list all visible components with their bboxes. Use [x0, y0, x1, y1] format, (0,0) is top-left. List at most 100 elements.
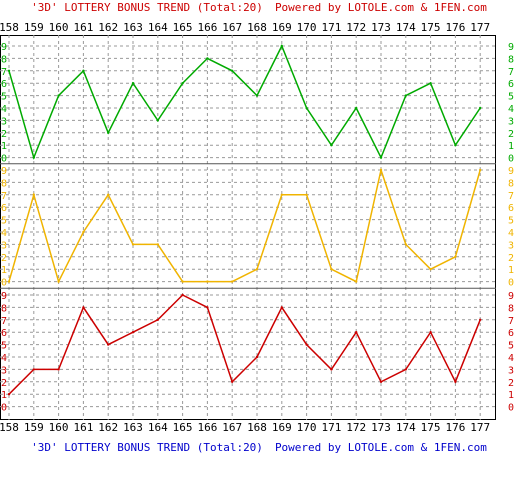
x-tick-label-top: 175	[421, 21, 441, 34]
data-point	[131, 331, 135, 334]
data-point	[305, 193, 308, 196]
data-point	[131, 82, 135, 85]
y-tick-label-left: 1	[1, 141, 7, 152]
chart-title-top: '3D' LOTTERY BONUS TREND (Total:20) Power…	[31, 1, 487, 14]
data-point	[231, 380, 234, 383]
y-tick-label-left: 7	[1, 67, 7, 78]
y-tick-label-right: 6	[508, 203, 514, 214]
y-tick-label-left: 4	[1, 104, 7, 115]
data-point	[280, 193, 283, 196]
data-point	[429, 268, 432, 271]
y-tick-label-left: 4	[1, 228, 7, 239]
y-tick-label-left: 6	[1, 328, 7, 339]
x-tick-label-bottom: 161	[73, 421, 93, 434]
data-point	[231, 280, 234, 283]
data-point	[305, 343, 308, 346]
y-tick-label-left: 4	[1, 353, 7, 364]
y-tick-label-right: 5	[508, 92, 514, 103]
x-tick-label-top: 160	[49, 21, 69, 34]
data-point	[156, 318, 159, 321]
y-tick-label-left: 5	[1, 92, 7, 103]
y-tick-label-left: 2	[1, 378, 7, 389]
data-point	[7, 393, 11, 396]
y-tick-label-left: 1	[1, 390, 7, 401]
x-tick-label-bottom: 160	[49, 421, 69, 434]
y-tick-label-left: 7	[1, 316, 7, 327]
y-tick-label-left: 8	[1, 303, 7, 314]
data-point	[454, 255, 457, 258]
y-tick-label-right: 5	[508, 216, 514, 227]
x-tick-label-top: 170	[297, 21, 317, 34]
x-tick-label-top: 164	[148, 21, 168, 34]
x-tick-label-bottom: 169	[272, 421, 292, 434]
y-tick-label-right: 0	[508, 278, 514, 289]
data-point	[82, 306, 85, 309]
y-tick-label-right: 8	[508, 54, 514, 65]
data-point	[7, 280, 11, 283]
y-tick-label-right: 7	[508, 191, 514, 202]
data-point	[355, 280, 358, 283]
data-point	[479, 318, 482, 321]
data-point	[454, 144, 457, 147]
data-point	[156, 243, 159, 246]
x-tick-label-bottom: 176	[445, 421, 465, 434]
x-axis-bottom: 158 159 160 161 162 163 164 165 166 167 168 169 170 1…	[0, 421, 490, 434]
x-tick-label-top: 162	[98, 21, 118, 34]
series-line-panel-3	[8, 294, 481, 395]
y-tick-label-right: 6	[508, 328, 514, 339]
data-point	[355, 331, 358, 334]
data-point	[231, 69, 234, 73]
y-tick-label-right: 3	[508, 240, 514, 251]
x-tick-label-top: 165	[173, 21, 193, 34]
data-point	[404, 368, 407, 371]
x-tick-label-bottom: 170	[297, 421, 317, 434]
data-point	[181, 82, 184, 85]
x-tick-label-top: 172	[346, 21, 366, 34]
x-tick-label-bottom: 174	[396, 421, 416, 434]
x-tick-label-bottom: 177	[470, 421, 490, 434]
chart-title-bottom: '3D' LOTTERY BONUS TREND (Total:20) Power…	[31, 441, 487, 454]
y-tick-label-right: 2	[508, 378, 514, 389]
x-tick-label-bottom: 158	[0, 421, 19, 434]
data-point	[305, 106, 308, 110]
data-point	[57, 280, 60, 283]
y-tick-label-left: 3	[1, 116, 7, 127]
plot-area: 0 01 12 23 34 45 56 67 78 89 90 01 12 23 34 45 56 67 78 89 9…	[0, 35, 514, 420]
y-tick-label-left: 0	[1, 403, 7, 414]
data-point	[454, 380, 457, 383]
y-tick-label-left: 3	[1, 240, 7, 251]
data-point	[32, 193, 35, 196]
data-point	[206, 306, 209, 309]
x-tick-label-top: 167	[222, 21, 242, 34]
y-tick-label-right: 7	[508, 67, 514, 78]
y-tick-label-right: 3	[508, 116, 514, 127]
y-tick-label-right: 2	[508, 129, 514, 140]
y-tick-label-left: 7	[1, 191, 7, 202]
x-tick-label-top: 174	[396, 21, 416, 34]
x-tick-label-top: 166	[197, 21, 217, 34]
data-point	[32, 156, 35, 159]
data-point	[255, 268, 259, 271]
x-tick-label-top: 173	[371, 21, 391, 34]
data-point	[429, 331, 432, 334]
y-tick-label-right: 5	[508, 341, 514, 352]
y-tick-label-left: 2	[1, 129, 7, 140]
data-point	[107, 131, 110, 134]
y-tick-label-right: 2	[508, 253, 514, 264]
data-point	[131, 243, 135, 246]
y-tick-label-right: 8	[508, 178, 514, 189]
y-tick-label-right: 9	[508, 166, 514, 177]
data-point	[82, 230, 85, 234]
y-tick-label-left: 8	[1, 54, 7, 65]
y-tick-label-left: 0	[1, 278, 7, 289]
y-tick-label-right: 1	[508, 265, 514, 276]
y-tick-label-right: 0	[508, 154, 514, 165]
x-tick-label-bottom: 171	[321, 421, 341, 434]
x-tick-label-bottom: 163	[123, 421, 143, 434]
y-tick-label-right: 7	[508, 316, 514, 327]
y-tick-label-right: 4	[508, 353, 514, 364]
x-tick-label-bottom: 166	[197, 421, 217, 434]
x-tick-label-bottom: 165	[173, 421, 193, 434]
data-point	[379, 380, 383, 383]
